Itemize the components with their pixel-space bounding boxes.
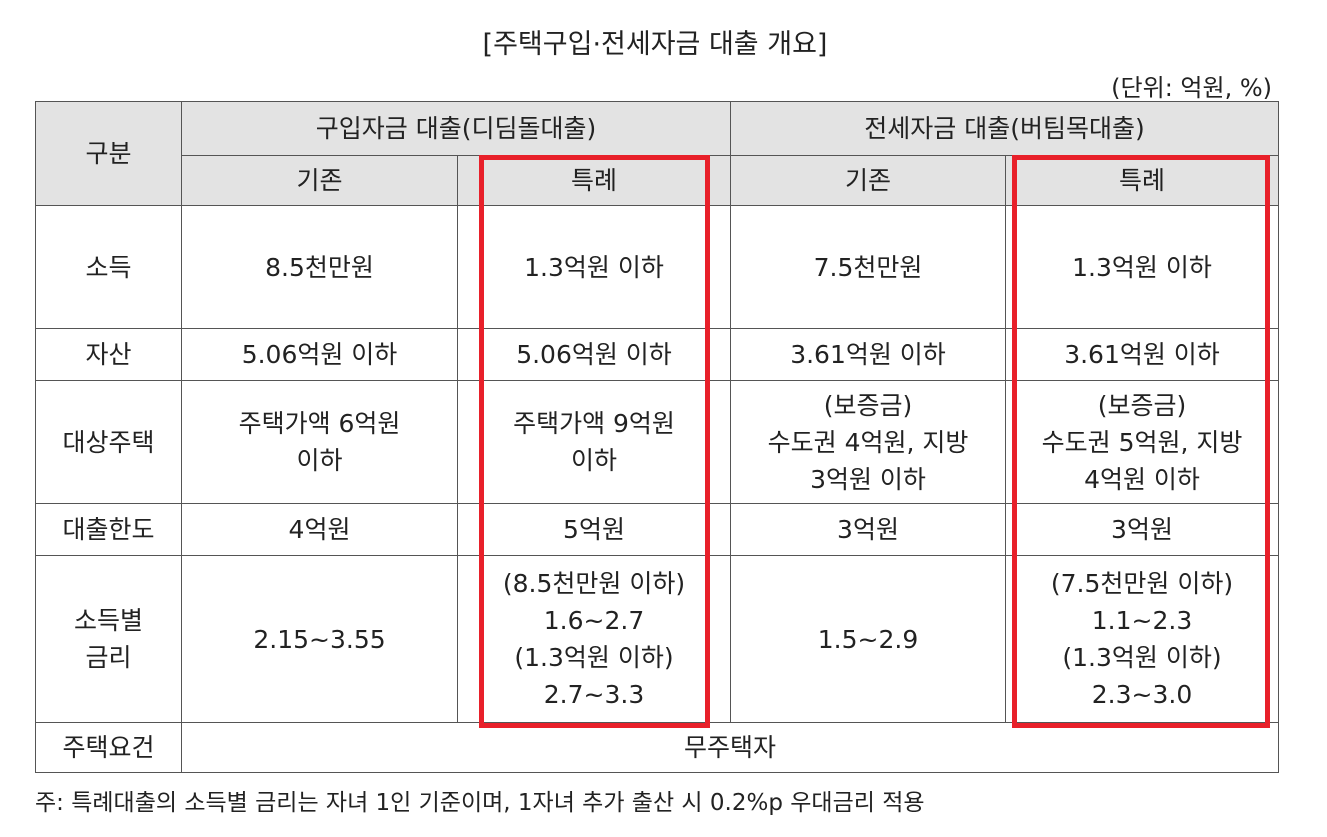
data-cell: 무주택자	[181, 722, 1279, 773]
cell-text: 이하	[296, 446, 343, 475]
sub-header: 기존	[730, 155, 1006, 206]
cell-text: (7.5천만원 이하)	[1050, 569, 1234, 598]
sub-header: 기존	[181, 155, 458, 206]
data-cell: 1.3억원 이하	[457, 205, 731, 329]
cell-text: (8.5천만원 이하)	[502, 569, 686, 598]
cell-text: 1.1~2.3	[1091, 606, 1193, 635]
cell-text: 수도권 4억원, 지방	[767, 427, 969, 457]
header-text: 구분	[85, 139, 132, 168]
label-text: 대상주택	[62, 427, 155, 457]
corner-cell: 구분	[35, 101, 182, 206]
cell-text: (보증금)	[823, 390, 913, 420]
data-cell: 1.5~2.9	[730, 555, 1006, 723]
row-label: 소득	[35, 205, 182, 329]
cell-text: 수도권 5억원, 지방	[1041, 427, 1243, 457]
cell-text: 7.5천만원	[813, 252, 923, 282]
cell-text: 4억원	[288, 515, 351, 544]
header-text: 구입자금 대출(디딤돌대출)	[315, 114, 597, 143]
cell-text: 5.06억원 이하	[241, 340, 398, 369]
row-label: 자산	[35, 328, 182, 381]
label-text: 주택요건	[62, 733, 155, 762]
label-text: 소득	[85, 252, 132, 282]
cell-text: (1.3억원 이하)	[514, 643, 674, 672]
data-cell: (7.5천만원 이하) 1.1~2.3 (1.3억원 이하) 2.3~3.0	[1005, 555, 1279, 723]
data-cell: 3.61억원 이하	[1005, 328, 1279, 381]
cell-text: 2.3~3.0	[1091, 680, 1193, 709]
data-cell: (보증금) 수도권 5억원, 지방 4억원 이하	[1005, 380, 1279, 504]
label-text: 금리	[85, 643, 132, 672]
data-cell: 5억원	[457, 503, 731, 556]
data-cell: (보증금) 수도권 4억원, 지방 3억원 이하	[730, 380, 1006, 504]
row-label: 대출한도	[35, 503, 182, 556]
data-cell: 3억원	[1005, 503, 1279, 556]
group-header: 전세자금 대출(버팀목대출)	[730, 101, 1279, 156]
group-header: 구입자금 대출(디딤돌대출)	[181, 101, 731, 156]
header-text: 특례	[570, 166, 617, 195]
header-text: 기존	[296, 166, 343, 195]
cell-text: 주택가액 9억원	[513, 409, 675, 438]
label-text: 대출한도	[62, 515, 155, 544]
cell-text: 3억원	[1111, 515, 1173, 544]
unit: (단위: 억원, %)	[1111, 74, 1272, 102]
cell-text: 1.3억원 이하	[1072, 252, 1212, 282]
cell-text: 2.15~3.55	[253, 624, 386, 654]
label-text: 소득별	[73, 606, 143, 635]
cell-text: 3.61억원 이하	[790, 340, 946, 369]
cell-text: 8.5천만원	[265, 252, 374, 282]
cell-text: 3억원 이하	[810, 464, 926, 494]
row-label: 주택요건	[35, 722, 182, 773]
sub-header: 특례	[1005, 155, 1279, 206]
cell-text: 3.61억원 이하	[1064, 340, 1220, 369]
sub-header: 특례	[457, 155, 731, 206]
cell-text: 2.7~3.3	[543, 680, 645, 709]
data-cell: 3억원	[730, 503, 1006, 556]
cell-text: 1.3억원 이하	[524, 252, 664, 282]
row-label: 대상주택	[35, 380, 182, 504]
cell-text: 주택가액 6억원	[238, 409, 401, 438]
cell-text: (1.3억원 이하)	[1062, 643, 1222, 672]
header-text: 기존	[844, 166, 891, 195]
label-text: 자산	[85, 340, 132, 369]
data-cell: 5.06억원 이하	[181, 328, 458, 381]
cell-text: 1.5~2.9	[817, 624, 919, 654]
data-cell: 4억원	[181, 503, 458, 556]
data-cell: 5.06억원 이하	[457, 328, 731, 381]
cell-text: 이하	[570, 446, 617, 475]
cell-text: 3억원	[837, 515, 899, 544]
data-cell: 1.3억원 이하	[1005, 205, 1279, 329]
cell-text: 무주택자	[683, 733, 776, 762]
data-cell: 2.15~3.55	[181, 555, 458, 723]
title: [주택구입·전세자금 대출 개요]	[482, 29, 828, 60]
data-cell: 3.61억원 이하	[730, 328, 1006, 381]
cell-text: 5.06억원 이하	[516, 340, 672, 369]
data-cell: 8.5천만원	[181, 205, 458, 329]
data-cell: 7.5천만원	[730, 205, 1006, 329]
cell-text: 4억원 이하	[1084, 464, 1200, 494]
cell-text: (보증금)	[1097, 390, 1187, 420]
header-text: 전세자금 대출(버팀목대출)	[864, 114, 1145, 143]
note: 주: 특례대출의 소득별 금리는 자녀 1인 기준이며, 1자녀 추가 출산 시…	[35, 790, 925, 816]
data-cell: (8.5천만원 이하) 1.6~2.7 (1.3억원 이하) 2.7~3.3	[457, 555, 731, 723]
header-text: 특례	[1118, 166, 1165, 195]
cell-text: 5억원	[563, 515, 625, 544]
cell-text: 1.6~2.7	[543, 606, 645, 635]
